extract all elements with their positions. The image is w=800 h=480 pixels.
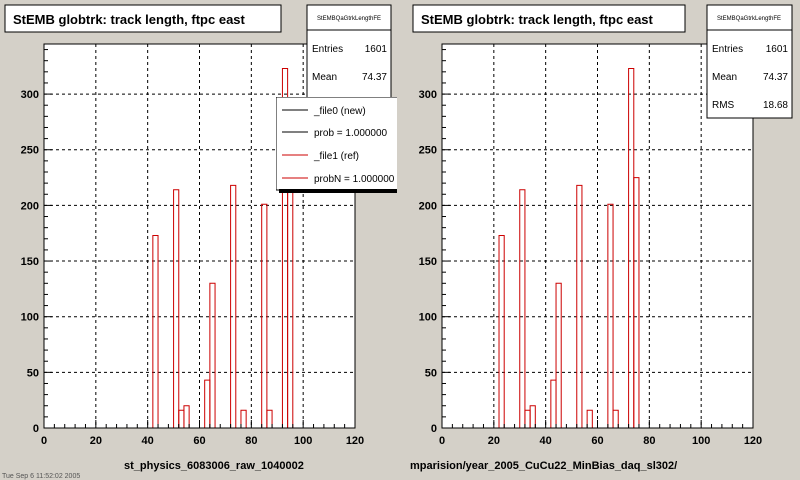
- left-title: StEMB globtrk: track length, ftpc east: [13, 12, 246, 27]
- left-legend-shadow: [279, 189, 397, 193]
- y-tick-label: 300: [21, 89, 39, 101]
- left-stat-mean-value: 74.37: [362, 72, 387, 83]
- right-grid: [442, 44, 753, 428]
- y-tick-label: 0: [431, 423, 437, 435]
- x-tick-label: 20: [90, 435, 102, 447]
- right-axes: 0 20 40 60 80 100 120 0 50 100 150 200 250 300: [419, 49, 762, 447]
- right-stat-rms-label: RMS: [712, 100, 735, 111]
- x-tick-label: 0: [439, 435, 445, 447]
- right-stat-rms-value: 18.68: [763, 100, 788, 111]
- y-tick-label: 50: [425, 367, 437, 379]
- legend-label-file0: _file0 (new): [313, 106, 366, 117]
- right-title: StEMB globtrk: track length, ftpc east: [421, 12, 654, 27]
- right-stat-mean-value: 74.37: [763, 72, 788, 83]
- x-tick-label: 40: [540, 435, 552, 447]
- x-tick-label: 80: [643, 435, 655, 447]
- legend-label-probN: probN = 1.000000: [314, 174, 395, 185]
- histogram-bar: [266, 409, 273, 428]
- histogram-bar: [261, 203, 268, 428]
- y-tick-label: 250: [21, 145, 39, 157]
- left-stats-name: StEMBQaGtrkLengthFE: [317, 16, 381, 22]
- histogram-bar: [633, 177, 640, 428]
- left-panel: 0 20 40 60 80 100 120 0 50 100 150 200 250 300 StEMB …: [2, 4, 397, 480]
- histogram-bar: [607, 203, 614, 428]
- y-tick-label: 150: [21, 256, 39, 268]
- histogram-bar: [152, 234, 159, 428]
- histogram-bar: [519, 189, 526, 428]
- left-stat-entries-label: Entries: [312, 44, 343, 55]
- right-title-box: [412, 4, 686, 33]
- histogram-bar: [612, 409, 619, 428]
- right-stat-entries-label: Entries: [712, 44, 743, 55]
- histogram-bar: [529, 405, 536, 428]
- footer-timestamp: Tue Sep 6 11:52:02 2005: [2, 473, 80, 480]
- y-tick-label: 100: [419, 312, 437, 324]
- x-tick-label: 80: [245, 435, 257, 447]
- right-stats-frame: [706, 4, 793, 119]
- left-axes: 0 20 40 60 80 100 120 0 50 100 150 200 250 300: [21, 49, 364, 447]
- left-stat-mean-label: Mean: [312, 72, 337, 83]
- y-tick-label: 150: [419, 256, 437, 268]
- left-xlabel: st_physics_6083006_raw_1040002: [124, 460, 304, 472]
- histogram-bar: [183, 405, 190, 428]
- legend-label-prob: prob = 1.000000: [314, 128, 388, 139]
- right-xlabel: mparision/year_2005_CuCu22_MinBias_daq_s…: [410, 460, 677, 472]
- histogram-bar: [576, 184, 583, 428]
- x-tick-label: 120: [744, 435, 762, 447]
- right-stat-entries-value: 1601: [766, 44, 789, 55]
- right-stats-box: StEMBQaGtrkLengthFE Entries 1601 Mean 74…: [706, 4, 793, 119]
- histogram-bar: [230, 184, 237, 428]
- x-tick-label: 120: [346, 435, 364, 447]
- left-title-box: [4, 4, 282, 33]
- right-stat-mean-label: Mean: [712, 72, 737, 83]
- right-panel: 0 20 40 60 80 100 120 0 50 100 150 200 250 300 StEMB …: [403, 0, 800, 480]
- x-tick-label: 100: [294, 435, 312, 447]
- right-stats-name: StEMBQaGtrkLengthFE: [717, 16, 781, 22]
- x-tick-label: 60: [591, 435, 603, 447]
- histogram-bar: [240, 409, 247, 428]
- y-tick-label: 100: [21, 312, 39, 324]
- histogram-bar: [173, 189, 180, 428]
- histogram-bar: [586, 409, 593, 428]
- x-tick-label: 0: [41, 435, 47, 447]
- left-stat-entries-value: 1601: [365, 44, 388, 55]
- histogram-bar: [555, 282, 562, 428]
- left-legend: _file0 (new) prob = 1.000000 _file1 (ref…: [276, 97, 397, 193]
- y-tick-label: 0: [33, 423, 39, 435]
- x-tick-label: 20: [488, 435, 500, 447]
- y-tick-label: 200: [419, 200, 437, 212]
- legend-label-file1: _file1 (ref): [313, 151, 359, 162]
- y-tick-label: 200: [21, 200, 39, 212]
- histogram-bar: [209, 282, 216, 428]
- x-tick-label: 40: [142, 435, 154, 447]
- x-tick-label: 100: [692, 435, 710, 447]
- x-tick-label: 60: [193, 435, 205, 447]
- y-tick-label: 300: [419, 89, 437, 101]
- histogram-bar: [498, 234, 505, 428]
- y-tick-label: 250: [419, 145, 437, 157]
- y-tick-label: 50: [27, 367, 39, 379]
